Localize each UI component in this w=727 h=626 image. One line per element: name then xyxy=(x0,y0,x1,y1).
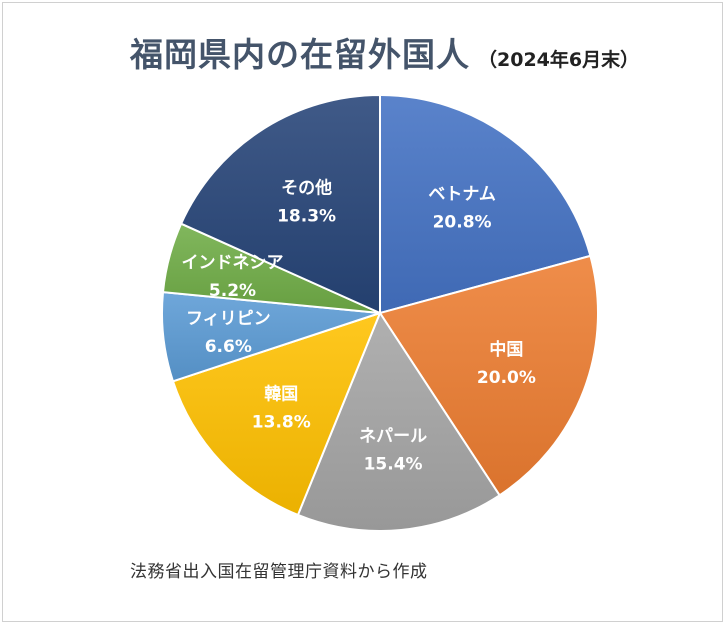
slice-label-value: 5.2% xyxy=(209,281,256,301)
slice-label-name: フィリピン xyxy=(186,309,271,329)
pie-labels: ベトナム 20.8% 中国 20.0% ネパール 15.4% 韓国 13.8% フィリピン 6.6… xyxy=(182,178,536,475)
slice-label-value: 18.3% xyxy=(277,207,336,227)
chart-title: 福岡県内の在留外国人 （2024年6月末） xyxy=(130,28,639,76)
pie-slice-2 xyxy=(378,254,599,497)
slice-label-value: 13.8% xyxy=(252,412,311,432)
pie-slice-3 xyxy=(296,310,501,532)
slice-label-name: インドネシア xyxy=(182,253,284,273)
slice-label-name: 中国 xyxy=(489,339,523,360)
chart-title-main: 福岡県内の在留外国人 xyxy=(130,35,470,74)
pie-slices xyxy=(161,93,599,532)
slice-label-value: 20.8% xyxy=(433,213,492,233)
slice-label-name: その他 xyxy=(281,178,332,199)
pie-slice-4 xyxy=(171,311,382,517)
slice-label-value: 15.4% xyxy=(364,455,423,475)
slice-label-name: ベトナム xyxy=(428,185,496,205)
pie-slice-7 xyxy=(179,93,381,315)
slice-label-name: 韓国 xyxy=(264,383,298,404)
pie-slice-1 xyxy=(379,93,592,315)
chart-title-sub: （2024年6月末） xyxy=(478,49,640,71)
slice-label-value: 6.6% xyxy=(205,337,252,357)
slice-label-value: 20.0% xyxy=(477,368,536,388)
slice-label-name: ネパール xyxy=(359,427,427,447)
source-note: 法務省出入国在留管理庁資料から作成 xyxy=(130,562,428,582)
